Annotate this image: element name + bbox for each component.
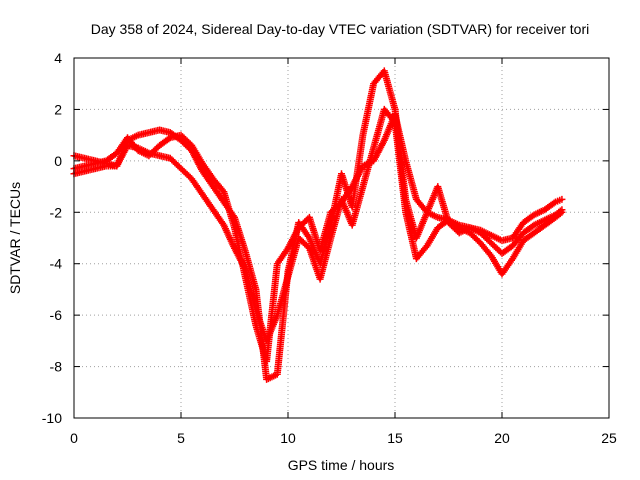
chart-title: Day 358 of 2024, Sidereal Day-to-day VTE… — [91, 21, 590, 37]
y-tick-label: -2 — [50, 204, 63, 220]
interpolated-point — [550, 199, 558, 207]
x-tick-label: 0 — [70, 430, 78, 446]
y-tick-label: -8 — [50, 359, 63, 375]
y-tick-label: -10 — [42, 410, 62, 426]
x-axis-label: GPS time / hours — [288, 457, 395, 473]
x-tick-label: 5 — [177, 430, 185, 446]
data-point — [558, 195, 566, 203]
series-A — [70, 105, 566, 345]
plot-frame — [73, 57, 610, 419]
series-B — [70, 67, 566, 383]
y-axis-label: SDTVAR / TECUs — [7, 182, 23, 294]
x-tick-label: 25 — [601, 430, 617, 446]
y-tick-label: 2 — [54, 101, 62, 117]
y-axis-ticks: -10 -8 -6 -4 -2 0 2 4 — [42, 50, 609, 426]
series-C — [70, 111, 566, 365]
data-points — [70, 67, 566, 383]
x-tick-label: 15 — [387, 430, 403, 446]
x-tick-label: 10 — [280, 430, 296, 446]
y-tick-label: 4 — [54, 50, 62, 66]
y-tick-label: -6 — [50, 307, 63, 323]
y-tick-label: 0 — [54, 153, 62, 169]
data-point — [558, 206, 566, 214]
y-tick-label: -4 — [50, 256, 63, 272]
interpolated-point — [165, 135, 173, 143]
x-axis-ticks: 0 5 10 15 20 25 — [70, 58, 617, 446]
x-tick-label: 20 — [494, 430, 510, 446]
